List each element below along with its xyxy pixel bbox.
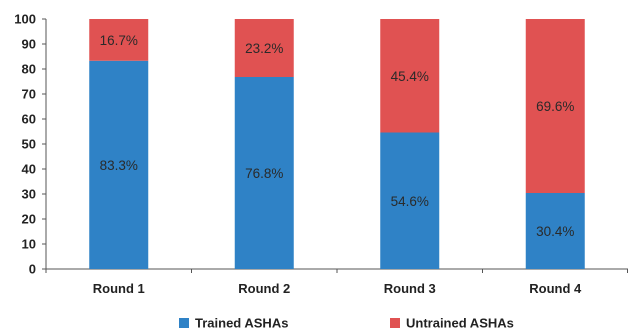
bar-untrained: [89, 19, 149, 61]
y-tick-label: 0: [29, 262, 36, 277]
y-tick-label: 90: [22, 37, 36, 52]
y-tick-label: 70: [22, 87, 36, 102]
legend-label: Trained ASHAs: [195, 316, 288, 331]
data-labels: 83.3% 16.7% 76.8% 23.2% 54.6% 45.4% 30.4% 69.6%: [100, 33, 575, 239]
y-tick-label: 50: [22, 137, 36, 152]
data-label: 54.6%: [391, 194, 429, 209]
legend-swatch: [390, 318, 400, 328]
x-tick-label: Round 2: [238, 281, 290, 296]
legend: Trained ASHAs Untrained ASHAs: [179, 316, 514, 331]
bars: [89, 19, 585, 269]
data-label: 83.3%: [100, 158, 138, 173]
y-tick-label: 100: [14, 12, 36, 27]
legend-label: Untrained ASHAs: [406, 316, 514, 331]
y-axis: 0 10 20 30 40 50 60 70 80 90 100: [14, 12, 47, 277]
bar-trained: [525, 193, 585, 269]
y-tick-label: 80: [22, 62, 36, 77]
bar-untrained: [234, 19, 294, 77]
x-tick-label: Round 4: [529, 281, 582, 296]
data-label: 45.4%: [391, 69, 429, 84]
bar-trained: [380, 132, 440, 269]
y-tick-label: 20: [22, 212, 36, 227]
bar-trained: [234, 77, 294, 269]
data-label: 23.2%: [245, 41, 283, 56]
x-axis: Round 1 Round 2 Round 3 Round 4: [45, 268, 628, 296]
y-tick-label: 40: [22, 162, 36, 177]
legend-swatch: [179, 318, 189, 328]
data-label: 69.6%: [536, 99, 574, 114]
x-tick-label: Round 3: [384, 281, 436, 296]
data-label: 76.8%: [245, 166, 283, 181]
y-tick-label: 30: [22, 187, 36, 202]
data-label: 16.7%: [100, 33, 138, 48]
bar-untrained: [525, 19, 585, 193]
bar-trained: [89, 60, 149, 269]
y-tick-label: 60: [22, 112, 36, 127]
bar-untrained: [380, 19, 440, 133]
x-tick-label: Round 1: [93, 281, 145, 296]
y-tick-label: 10: [22, 237, 36, 252]
data-label: 30.4%: [536, 224, 574, 239]
